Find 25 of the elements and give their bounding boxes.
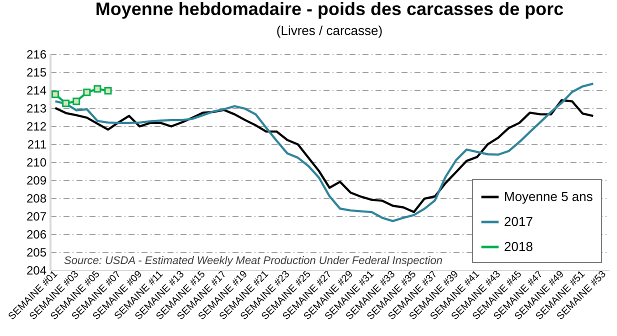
chart-subtitle: (Livres / carcasse) [276,23,383,38]
y-tick-label: 210 [26,156,47,170]
annotation: Source: USDA - Estimated Weekly Meat Production Under Federal Inspection [64,255,442,267]
legend-label: 2017 [504,214,533,229]
y-tick-label: 213 [26,102,47,116]
y-tick-label: 216 [26,48,47,62]
y-tick-label: 212 [26,120,47,134]
chart-title: Moyenne hebdomadaire - poids des carcasses de porc [95,0,564,19]
line-series [54,99,594,214]
legend-label: Moyenne 5 ans [504,189,594,204]
y-tick-label: 205 [26,246,47,260]
y-tick-label: 211 [27,138,47,152]
y-tick-label: 208 [26,192,47,206]
point [62,100,70,108]
y-tick-label: 209 [26,174,47,188]
y-tick-label: 215 [26,66,47,80]
legend-label: 2018 [504,239,533,254]
point [83,88,91,96]
y-tick-label: 214 [26,84,47,98]
point [52,90,60,98]
point [72,98,80,106]
y-tick-label: 206 [26,228,47,242]
point [94,85,102,93]
point [104,86,112,94]
y-tick-label: 207 [26,210,47,224]
